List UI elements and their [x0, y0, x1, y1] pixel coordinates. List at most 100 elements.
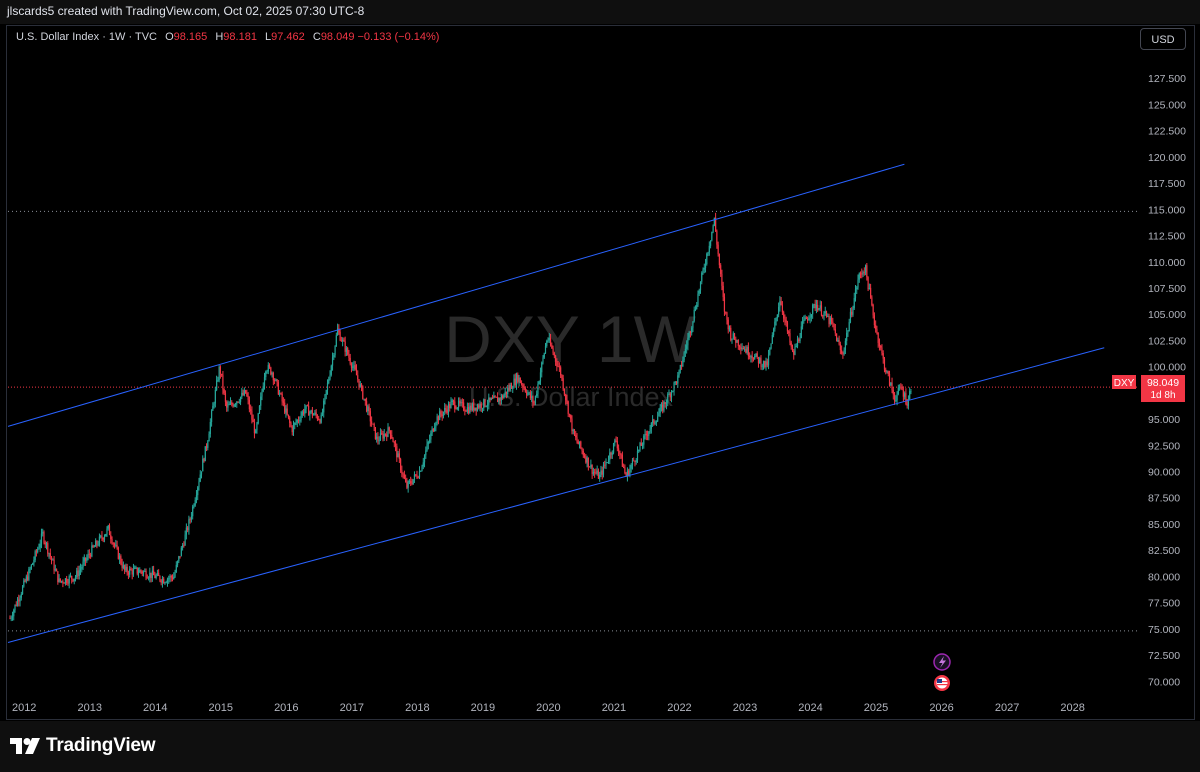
symbol-legend[interactable]: U.S. Dollar Index · 1W · TVC O98.165 H98…: [16, 31, 439, 43]
candle-body: [601, 470, 603, 475]
candle-body: [367, 406, 369, 412]
candle-body: [712, 225, 714, 232]
candle-body: [902, 390, 904, 397]
candle-body: [693, 310, 695, 322]
candle-body: [668, 393, 670, 395]
candle-body: [533, 402, 535, 404]
creator-caption: jlscards5 created with TradingView.com, …: [7, 4, 365, 18]
candle-body: [673, 382, 675, 391]
candle-body: [195, 495, 198, 500]
candle-body: [619, 450, 621, 455]
time-axis[interactable]: 2012 2013 2014 2015 2016 2017 2018 2019 2020 2021…: [12, 702, 1085, 714]
candle-body: [898, 386, 901, 388]
candle-body: [594, 471, 596, 473]
candle-body: [779, 301, 781, 308]
candle-body: [314, 412, 316, 415]
candle-body: [372, 423, 374, 425]
candle-body: [446, 409, 448, 413]
candle-body: [285, 408, 287, 413]
candle-body: [217, 380, 219, 382]
candle-body: [896, 393, 898, 401]
candle-body: [44, 542, 46, 545]
candle-body: [102, 538, 104, 540]
candle-body: [562, 378, 564, 390]
candle-body: [810, 314, 812, 318]
lower-channel-trendline[interactable]: [7, 347, 1105, 643]
legend-close-label: C: [312, 31, 321, 43]
candle-body: [135, 567, 137, 569]
candle-body: [248, 399, 250, 410]
candle-body: [835, 333, 838, 342]
candle-body: [756, 353, 758, 358]
candle-body: [242, 392, 244, 396]
candle-body: [158, 572, 160, 576]
candle-body: [640, 443, 642, 446]
candle-body: [111, 539, 113, 544]
candle-body: [838, 340, 840, 345]
candle-body: [686, 345, 688, 349]
candle-body: [309, 412, 311, 416]
candle-body: [783, 312, 785, 319]
price-axis[interactable]: 70.000 72.500 75.000 77.500 80.000 82.500 85.0…: [1148, 73, 1186, 688]
candle-body: [602, 464, 605, 475]
candle-body: [454, 401, 456, 409]
candle-body: [585, 457, 587, 463]
chart-pane[interactable]: [6, 25, 1195, 720]
candle-body: [616, 441, 618, 449]
candle-body: [289, 417, 291, 423]
candle-body: [727, 319, 729, 330]
candle-body: [442, 411, 445, 416]
candle-body: [325, 390, 327, 395]
price-tag-symbol-bg: [1112, 375, 1136, 389]
candle-body: [809, 317, 811, 319]
candle-body: [558, 366, 560, 368]
candle-body: [140, 570, 142, 572]
candle-body: [823, 312, 825, 317]
candle-body: [48, 553, 50, 554]
lightning-event-icon[interactable]: [933, 653, 951, 671]
candle-body: [68, 576, 70, 584]
candle-body: [290, 422, 292, 427]
candle-body: [118, 556, 121, 559]
tradingview-logo[interactable]: TradingView: [10, 735, 156, 757]
candle-body: [752, 358, 755, 360]
us-flag-event-icon[interactable]: [934, 675, 950, 691]
candle-body: [103, 536, 106, 540]
candle-body: [717, 244, 719, 255]
candle-body: [92, 545, 94, 547]
candle-body: [649, 428, 651, 432]
candle-body: [353, 365, 355, 367]
price-axis-label: 115.000: [1148, 204, 1185, 216]
candle-body: [137, 572, 140, 574]
candle-body: [345, 348, 348, 352]
candle-body: [489, 397, 491, 400]
candle-body: [488, 397, 490, 405]
candle-body: [750, 356, 752, 358]
candle-body: [704, 263, 707, 268]
trendlines[interactable]: [7, 163, 1105, 643]
candle-body: [30, 564, 32, 569]
candle-body: [808, 318, 810, 321]
price-tag-bg: [1141, 375, 1185, 402]
candle-body: [96, 540, 98, 545]
candle-body: [733, 333, 736, 340]
candle-body: [596, 470, 598, 474]
candle-body: [475, 407, 477, 411]
candle-body: [744, 349, 746, 350]
candle-body: [890, 382, 892, 386]
candle-body: [620, 454, 622, 456]
candle-body: [226, 401, 228, 408]
candle-body: [340, 340, 342, 342]
candle-body: [304, 408, 306, 414]
candle-body: [568, 413, 571, 415]
upper-channel-trendline[interactable]: [7, 163, 905, 427]
candle-body: [577, 441, 579, 445]
candle-body: [74, 576, 77, 579]
currency-button[interactable]: USD: [1140, 28, 1186, 50]
candle-body: [770, 343, 772, 349]
candle-body: [106, 528, 108, 535]
candle-body: [352, 366, 354, 368]
candle-body: [358, 379, 360, 387]
candle-body: [892, 390, 894, 395]
